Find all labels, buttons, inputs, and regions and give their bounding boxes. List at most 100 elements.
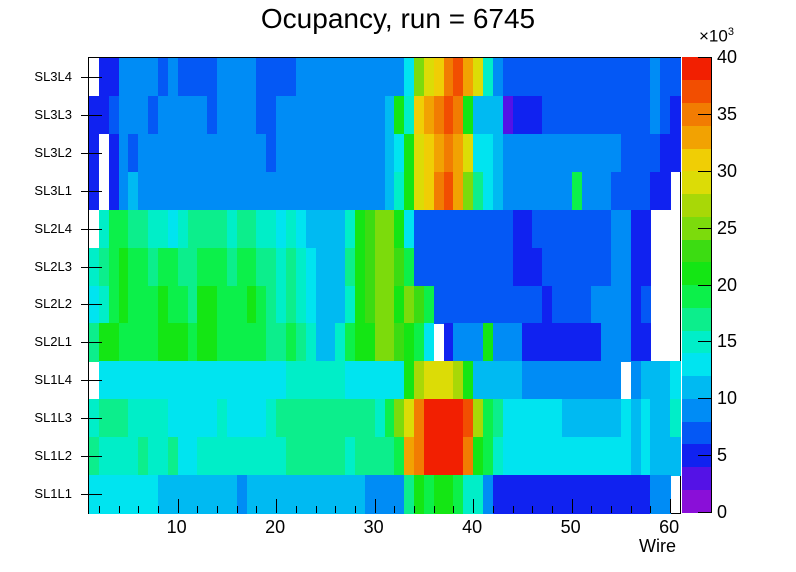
- colorbar-tick-label-30: 30: [717, 160, 738, 181]
- y-tick: [81, 152, 102, 154]
- heatmap-cell: [463, 437, 474, 476]
- heatmap-cell: [118, 58, 129, 97]
- heatmap-cell: [660, 475, 671, 514]
- colorbar-band: [682, 489, 711, 513]
- heatmap-cell: [118, 171, 129, 211]
- heatmap-cell: [354, 475, 366, 514]
- heatmap-cell: [414, 133, 425, 173]
- x-minor-tick: [394, 506, 396, 513]
- heatmap-cell: [177, 58, 189, 97]
- y-tick: [81, 494, 102, 496]
- x-minor-tick: [118, 506, 120, 513]
- heatmap-cell: [256, 475, 267, 514]
- y-axis-label-sl3l4: SL3L4: [34, 68, 72, 84]
- heatmap-cell: [286, 58, 297, 97]
- heatmap-cell: [492, 323, 504, 362]
- heatmap-cell: [315, 361, 326, 400]
- x-minor-tick: [295, 506, 297, 513]
- heatmap-cell: [640, 171, 652, 211]
- colorbar-band: [682, 148, 711, 172]
- heatmap-cell: [453, 285, 464, 325]
- heatmap-cell: [453, 361, 464, 400]
- heatmap-cell: [256, 361, 267, 400]
- heatmap-cell: [226, 209, 238, 249]
- heatmap-cell: [236, 323, 248, 362]
- heatmap-cell: [138, 209, 149, 249]
- heatmap-cell: [226, 323, 238, 362]
- heatmap-cell: [542, 475, 553, 514]
- heatmap-cell: [512, 95, 523, 135]
- colorbar-tick: [698, 455, 711, 457]
- heatmap-cell: [295, 285, 307, 325]
- heatmap-cell: [276, 209, 287, 249]
- heatmap-cell: [630, 133, 642, 173]
- heatmap-cell: [157, 285, 169, 325]
- heatmap-cell: [463, 285, 474, 325]
- heatmap-cell: [394, 323, 405, 362]
- heatmap-cell: [640, 475, 652, 514]
- heatmap-cell: [404, 95, 415, 135]
- heatmap-cell: [197, 247, 208, 287]
- colorbar-tick-label-35: 35: [717, 103, 738, 124]
- heatmap-cell: [354, 437, 366, 476]
- heatmap-cell: [453, 475, 464, 514]
- heatmap-cell: [157, 209, 169, 249]
- heatmap-cell: [551, 361, 563, 400]
- heatmap-cell: [384, 285, 395, 325]
- heatmap-cell: [187, 437, 198, 476]
- heatmap-cell: [522, 95, 533, 135]
- colorbar-band: [682, 193, 711, 217]
- heatmap-cell: [561, 247, 573, 287]
- heatmap-cell: [256, 437, 267, 476]
- heatmap-cell: [148, 95, 159, 135]
- y-tick: [81, 342, 102, 344]
- heatmap-cell: [157, 247, 169, 287]
- heatmap-cell: [660, 361, 671, 400]
- x-minor-tick: [433, 506, 435, 513]
- colorbar-band: [682, 216, 711, 240]
- heatmap-cell: [670, 437, 681, 476]
- heatmap-cell: [551, 475, 563, 514]
- heatmap-cell: [650, 95, 661, 135]
- colorbar-exponent-base: ×10: [699, 26, 728, 46]
- x-axis-tick-label-60: 60: [659, 517, 680, 537]
- heatmap-cell: [404, 399, 415, 438]
- x-axis-tick-label-40: 40: [462, 517, 483, 537]
- x-minor-tick: [551, 506, 553, 513]
- heatmap-cell: [414, 58, 425, 97]
- heatmap-cell: [138, 95, 149, 135]
- heatmap-cell: [226, 58, 238, 97]
- heatmap-cell: [551, 209, 563, 249]
- x-minor-tick: [512, 506, 514, 513]
- heatmap-cell: [374, 437, 386, 476]
- heatmap-cell: [453, 437, 464, 476]
- heatmap-cell: [108, 95, 120, 135]
- heatmap-cell: [630, 171, 642, 211]
- heatmap-cell: [561, 399, 573, 438]
- heatmap-cell: [423, 209, 435, 249]
- heatmap-plot-area: [81, 57, 681, 514]
- heatmap-cell: [197, 95, 208, 135]
- heatmap-cell: [581, 399, 592, 438]
- heatmap-cell: [443, 133, 455, 173]
- heatmap-cell: [640, 399, 652, 438]
- heatmap-cell: [167, 171, 179, 211]
- heatmap-cell: [443, 399, 455, 438]
- heatmap-cell: [512, 437, 523, 476]
- heatmap-cell: [167, 361, 179, 400]
- heatmap-cell: [177, 247, 189, 287]
- heatmap-cell: [561, 171, 573, 211]
- heatmap-cell: [335, 399, 346, 438]
- colorbar-tick-label-5: 5: [717, 445, 728, 466]
- heatmap-cell: [581, 58, 592, 97]
- heatmap-cell: [246, 399, 258, 438]
- heatmap-cell: [404, 209, 415, 249]
- heatmap-cell: [611, 133, 622, 173]
- heatmap-cell: [502, 361, 514, 400]
- heatmap-cell: [345, 285, 356, 325]
- heatmap-cell: [492, 133, 504, 173]
- heatmap-cell: [630, 437, 642, 476]
- heatmap-cell: [601, 171, 612, 211]
- heatmap-cell: [601, 323, 612, 362]
- heatmap-cell: [236, 475, 248, 514]
